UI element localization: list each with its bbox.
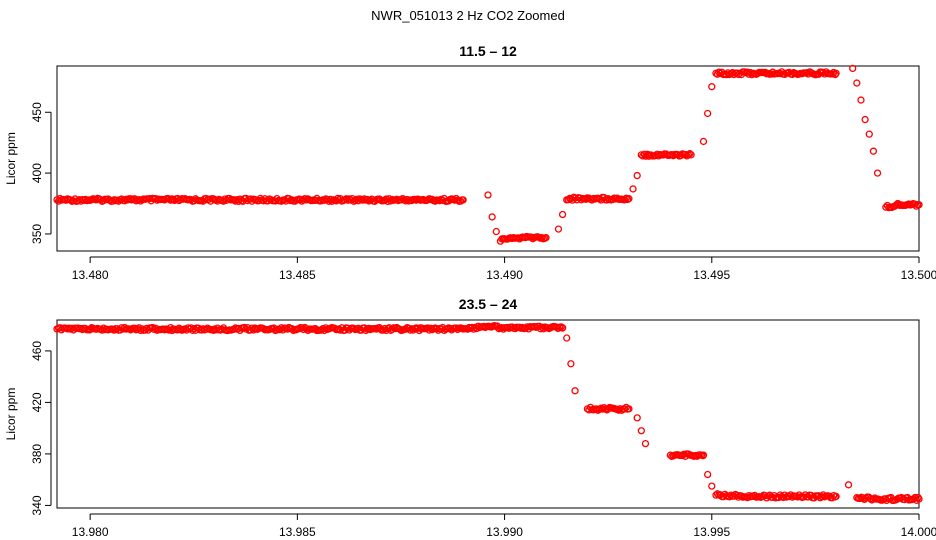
y-tick-label: 460 bbox=[30, 341, 44, 361]
data-point bbox=[328, 197, 336, 205]
y-tick-label: 340 bbox=[30, 495, 44, 515]
data-point bbox=[542, 233, 550, 242]
x-tick-label: 13.500 bbox=[901, 268, 936, 282]
data-point bbox=[831, 70, 839, 79]
x-tick-label: 13.495 bbox=[693, 268, 730, 282]
chart-top-title: 11.5 – 12 bbox=[459, 43, 517, 59]
data-point bbox=[699, 137, 708, 146]
data-point bbox=[621, 405, 629, 413]
data-point bbox=[622, 194, 630, 202]
data-point bbox=[703, 470, 712, 479]
data-point bbox=[708, 482, 716, 490]
data-point bbox=[857, 96, 865, 104]
data-point bbox=[406, 326, 414, 334]
chart-top-x-axis: 13.480 13.485 13.490 13.495 13.500 bbox=[72, 256, 936, 282]
x-tick-label: 13.485 bbox=[279, 268, 316, 282]
y-tick-label: 350 bbox=[30, 224, 44, 244]
chart-top-data-points bbox=[53, 64, 923, 245]
data-point bbox=[621, 196, 629, 204]
data-point bbox=[641, 439, 650, 448]
data-point bbox=[699, 451, 708, 459]
chart-bottom-data-points bbox=[53, 321, 923, 505]
x-tick-label: 13.985 bbox=[279, 525, 316, 539]
data-point bbox=[484, 191, 492, 199]
data-point bbox=[869, 147, 878, 155]
y-tick-label: 420 bbox=[30, 392, 44, 412]
y-tick-label: 450 bbox=[30, 102, 44, 122]
data-point bbox=[911, 200, 919, 208]
x-tick-label: 13.980 bbox=[72, 525, 109, 539]
data-point bbox=[558, 210, 567, 219]
data-point bbox=[703, 109, 712, 118]
x-tick-label: 13.990 bbox=[486, 525, 523, 539]
data-point bbox=[625, 195, 633, 203]
y-tick-label: 380 bbox=[30, 444, 44, 464]
data-point bbox=[708, 83, 716, 91]
x-tick-label: 13.490 bbox=[486, 268, 523, 282]
data-point bbox=[633, 414, 641, 422]
data-point bbox=[379, 326, 387, 334]
data-point bbox=[844, 481, 853, 489]
data-point bbox=[915, 495, 923, 503]
data-point bbox=[625, 405, 633, 413]
chart-bottom-plot-frame bbox=[56, 319, 920, 509]
data-point bbox=[571, 387, 579, 395]
chart-top-plot-frame bbox=[56, 65, 920, 252]
x-tick-label: 13.995 bbox=[693, 525, 730, 539]
x-tick-label: 14.000 bbox=[901, 525, 936, 539]
data-point bbox=[629, 185, 637, 193]
data-point bbox=[873, 169, 882, 177]
data-point bbox=[828, 70, 836, 78]
data-point bbox=[425, 326, 433, 334]
data-point bbox=[492, 227, 500, 236]
data-point bbox=[725, 493, 734, 501]
chart-bottom-y-axis-label: Licor ppm bbox=[4, 388, 18, 441]
data-point bbox=[853, 79, 861, 87]
chart-bottom-y-axis: 340 380 420 460 bbox=[30, 341, 52, 515]
data-point bbox=[637, 427, 645, 435]
y-tick-label: 400 bbox=[30, 163, 44, 183]
chart-panel-bottom: 23.5 – 24 13.980 13.985 13.990 13.995 14.000 3… bbox=[4, 296, 936, 539]
data-point bbox=[849, 64, 857, 73]
data-point bbox=[563, 334, 571, 342]
data-point bbox=[832, 69, 840, 77]
data-point bbox=[298, 324, 306, 332]
data-point bbox=[915, 201, 923, 209]
x-tick-label: 13.480 bbox=[72, 268, 109, 282]
data-point bbox=[554, 225, 563, 233]
chart-top-y-axis-label: Licor ppm bbox=[4, 132, 18, 185]
data-point bbox=[861, 115, 869, 124]
data-point bbox=[538, 234, 546, 242]
chart-bottom-title: 23.5 – 24 bbox=[459, 296, 518, 312]
chart-top-y-axis: 350 400 450 bbox=[30, 102, 52, 244]
data-point bbox=[488, 213, 496, 221]
chart-bottom-x-axis: 13.980 13.985 13.990 13.995 14.000 bbox=[72, 513, 936, 539]
data-point bbox=[130, 324, 139, 332]
data-point bbox=[832, 492, 840, 501]
data-point bbox=[686, 150, 694, 158]
data-point bbox=[687, 151, 695, 159]
chart-panel-top: 11.5 – 12 13.480 13.485 13.490 13.495 13.500 3… bbox=[4, 43, 936, 282]
data-point bbox=[633, 171, 641, 180]
figure-title: NWR_051013 2 Hz CO2 Zoomed bbox=[371, 8, 565, 23]
data-point bbox=[684, 151, 692, 159]
data-point bbox=[567, 360, 575, 368]
data-point bbox=[459, 196, 467, 204]
data-point bbox=[558, 324, 567, 332]
data-point bbox=[865, 130, 873, 138]
